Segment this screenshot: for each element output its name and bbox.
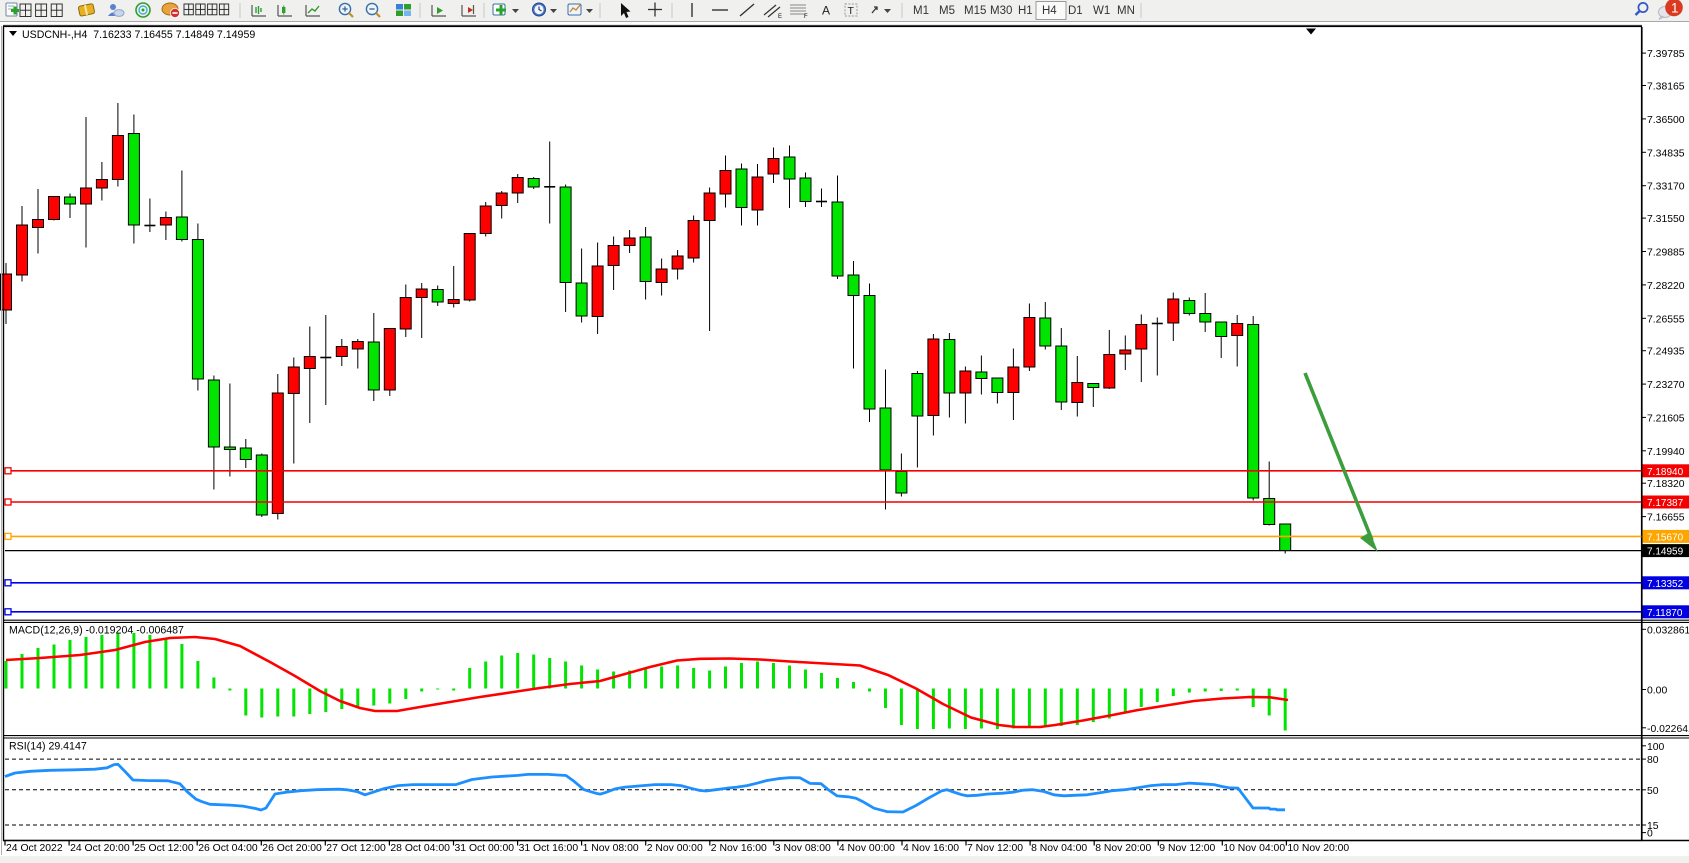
svg-text:8 Nov 04:00: 8 Nov 04:00 <box>1031 843 1087 854</box>
svg-text:4 Nov 16:00: 4 Nov 16:00 <box>903 843 959 854</box>
svg-text:M15: M15 <box>964 5 986 17</box>
svg-text:100: 100 <box>1647 742 1665 753</box>
svg-text:0: 0 <box>1647 829 1653 840</box>
svg-text:0.00: 0.00 <box>1647 686 1667 697</box>
svg-text:7.29885: 7.29885 <box>1647 248 1685 259</box>
svg-text:7.36500: 7.36500 <box>1647 115 1685 126</box>
svg-text:4 Nov 00:00: 4 Nov 00:00 <box>839 843 895 854</box>
svg-text:7.39785: 7.39785 <box>1647 49 1685 60</box>
svg-text:27 Oct 12:00: 27 Oct 12:00 <box>326 843 386 854</box>
svg-text:26 Oct 20:00: 26 Oct 20:00 <box>262 843 322 854</box>
svg-text:1: 1 <box>1671 1 1679 16</box>
svg-text:9 Nov 12:00: 9 Nov 12:00 <box>1159 843 1215 854</box>
svg-text:15: 15 <box>1647 821 1659 832</box>
svg-text:7.14959: 7.14959 <box>1647 547 1684 558</box>
svg-text:80: 80 <box>1647 755 1659 766</box>
svg-text:D1: D1 <box>1068 5 1083 17</box>
svg-text:USDCNH-,H4 7.16233 7.16455 7.: USDCNH-,H4 7.16233 7.16455 7.14849 7.149… <box>22 29 255 41</box>
svg-text:7.13352: 7.13352 <box>1647 579 1684 590</box>
svg-text:25 Oct 12:00: 25 Oct 12:00 <box>134 843 194 854</box>
svg-text:10 Nov 20:00: 10 Nov 20:00 <box>1287 843 1349 854</box>
svg-text:1 Nov 08:00: 1 Nov 08:00 <box>583 843 639 854</box>
svg-text:7.24935: 7.24935 <box>1647 347 1685 358</box>
svg-text:H4: H4 <box>1042 5 1057 17</box>
svg-text:7.38165: 7.38165 <box>1647 82 1685 93</box>
svg-text:3 Nov 08:00: 3 Nov 08:00 <box>775 843 831 854</box>
svg-text:MACD(12,26,9) -0.019204 -0.006: MACD(12,26,9) -0.019204 -0.006487 <box>9 625 184 637</box>
svg-text:7.18320: 7.18320 <box>1647 479 1685 490</box>
svg-text:M5: M5 <box>939 5 955 17</box>
svg-text:T: T <box>848 5 855 17</box>
svg-text:0.032861: 0.032861 <box>1647 625 1689 636</box>
svg-text:7.15670: 7.15670 <box>1647 532 1684 543</box>
svg-text:28 Oct 04:00: 28 Oct 04:00 <box>390 843 450 854</box>
svg-text:7.28220: 7.28220 <box>1647 281 1685 292</box>
svg-text:7.17387: 7.17387 <box>1647 498 1684 509</box>
svg-text:M1: M1 <box>913 5 929 17</box>
svg-text:31 Oct 00:00: 31 Oct 00:00 <box>455 843 515 854</box>
svg-text:24 Oct 20:00: 24 Oct 20:00 <box>70 843 130 854</box>
svg-text:7.34835: 7.34835 <box>1647 148 1685 159</box>
svg-text:50: 50 <box>1647 786 1659 797</box>
svg-text:7.33170: 7.33170 <box>1647 182 1685 193</box>
svg-text:2 Nov 00:00: 2 Nov 00:00 <box>647 843 703 854</box>
svg-text:7.19940: 7.19940 <box>1647 447 1685 458</box>
svg-text:8 Nov 20:00: 8 Nov 20:00 <box>1095 843 1151 854</box>
svg-text:7.18940: 7.18940 <box>1647 467 1684 478</box>
svg-text:H1: H1 <box>1018 5 1033 17</box>
svg-text:10 Nov 04:00: 10 Nov 04:00 <box>1223 843 1285 854</box>
svg-text:26 Oct 04:00: 26 Oct 04:00 <box>198 843 258 854</box>
svg-text:W1: W1 <box>1093 5 1110 17</box>
svg-text:31 Oct 16:00: 31 Oct 16:00 <box>519 843 579 854</box>
svg-text:E: E <box>778 14 782 20</box>
svg-text:M30: M30 <box>990 5 1012 17</box>
svg-text:7.26555: 7.26555 <box>1647 314 1685 325</box>
svg-text:7.16655: 7.16655 <box>1647 513 1685 524</box>
svg-text:24 Oct 2022: 24 Oct 2022 <box>6 843 63 854</box>
svg-text:A: A <box>822 4 830 18</box>
svg-text:7.23270: 7.23270 <box>1647 380 1685 391</box>
svg-text:7.21605: 7.21605 <box>1647 413 1685 424</box>
svg-text:MN: MN <box>1117 5 1135 17</box>
svg-text:7 Nov 12:00: 7 Nov 12:00 <box>967 843 1023 854</box>
svg-text:7.11870: 7.11870 <box>1647 608 1683 619</box>
svg-text:F: F <box>804 14 808 20</box>
svg-text:7.31550: 7.31550 <box>1647 214 1685 225</box>
svg-text:RSI(14) 29.4147: RSI(14) 29.4147 <box>9 741 87 753</box>
svg-text:2 Nov 16:00: 2 Nov 16:00 <box>711 843 767 854</box>
